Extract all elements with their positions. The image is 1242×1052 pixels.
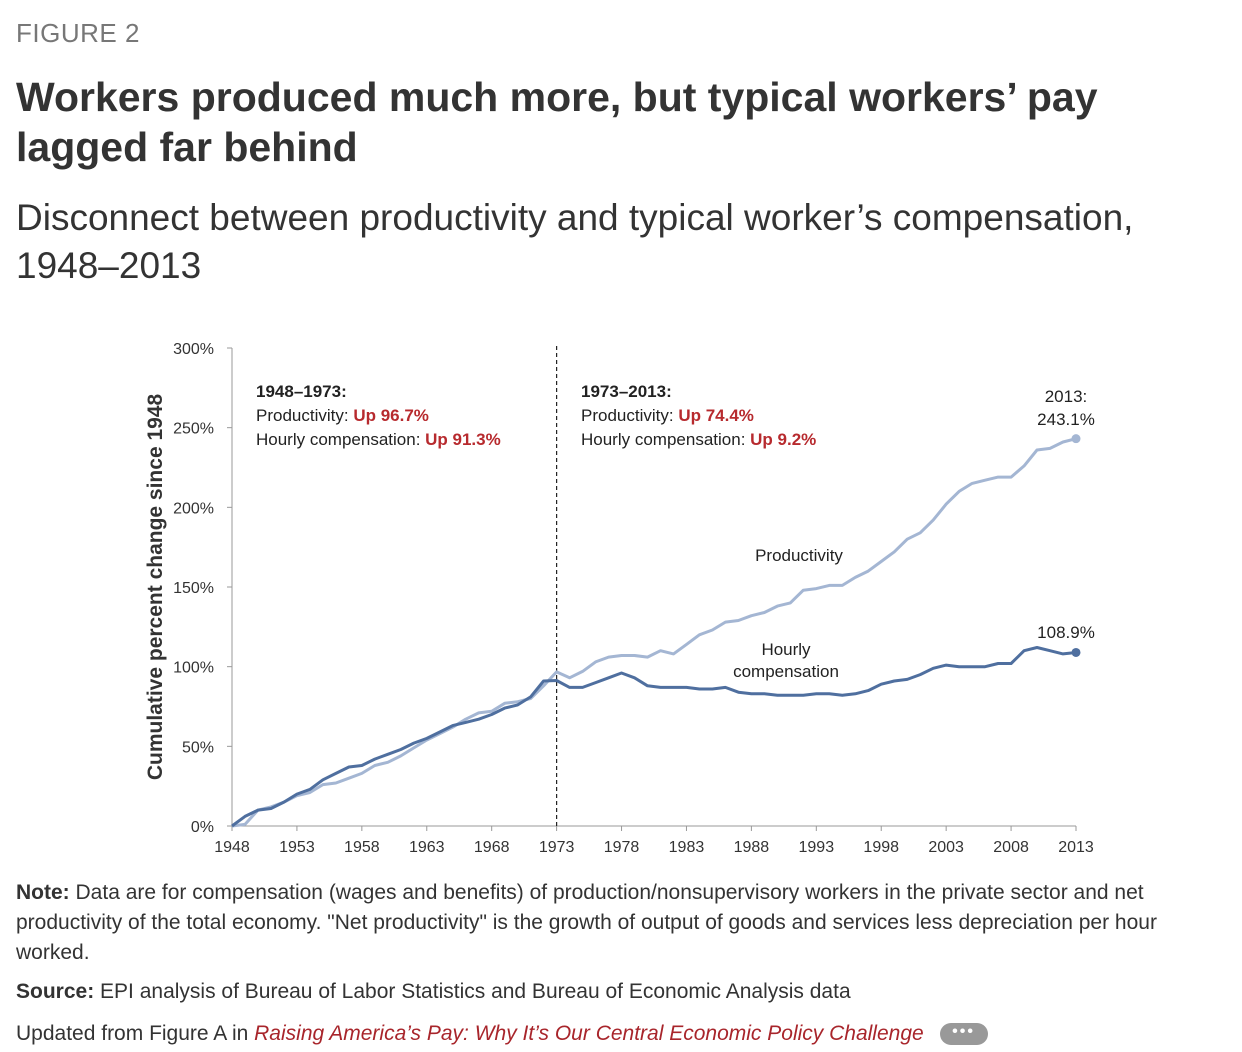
period-productivity: Productivity: Up 74.4% — [581, 406, 754, 425]
x-tick-label: 1983 — [669, 839, 705, 856]
compensation-series-label: compensation — [733, 662, 839, 681]
x-tick-label: 1988 — [734, 839, 770, 856]
compensation-series-label: Hourly — [761, 640, 811, 659]
period-productivity: Productivity: Up 96.7% — [256, 406, 429, 425]
compensation-end-label: 108.9% — [1037, 623, 1095, 642]
more-options-button[interactable]: ••• — [939, 1023, 988, 1046]
compensation-line — [231, 646, 1077, 828]
x-tick-label: 1978 — [604, 839, 640, 856]
note-text: Data are for compensation (wages and ben… — [16, 881, 1157, 964]
x-tick-label: 1958 — [344, 839, 380, 856]
note: Note: Data are for compensation (wages a… — [16, 878, 1231, 968]
period-productivity-value: Up 96.7% — [353, 406, 429, 425]
y-tick-label: 0% — [191, 819, 214, 836]
period-productivity-label: Productivity: — [256, 406, 353, 425]
page-title: Workers produced much more, but typical … — [16, 74, 1098, 170]
period-productivity-label: Productivity: — [581, 406, 678, 425]
period-compensation: Hourly compensation: Up 91.3% — [256, 430, 501, 449]
y-axis-label: Cumulative percent change since 1948 — [144, 394, 167, 781]
y-tick-label: 250% — [173, 421, 214, 438]
period-productivity-value: Up 74.4% — [678, 406, 754, 425]
y-tick-label: 300% — [173, 341, 214, 358]
productivity-end-label: 243.1% — [1037, 410, 1095, 429]
x-tick-label: 1993 — [799, 839, 835, 856]
y-tick-label: 100% — [173, 660, 214, 677]
y-tick-label: 150% — [173, 580, 214, 597]
x-tick-label: 2008 — [993, 839, 1029, 856]
period-heading: 1973–2013: — [581, 382, 672, 401]
productivity-end-point — [1071, 434, 1081, 444]
period-compensation-value: Up 91.3% — [425, 430, 501, 449]
source: Source: EPI analysis of Bureau of Labor … — [16, 980, 851, 1004]
x-tick-label: 1953 — [279, 839, 315, 856]
updated-line: Updated from Figure A in Raising America… — [16, 1022, 988, 1046]
source-label: Source: — [16, 980, 95, 1003]
chart-subtitle: Disconnect between productivity and typi… — [16, 197, 1134, 286]
productivity-series-label: Productivity — [755, 546, 843, 565]
compensation-end-point — [1071, 647, 1081, 657]
report-link[interactable]: Raising America’s Pay: Why It’s Our Cent… — [254, 1022, 924, 1045]
x-tick-label: 1973 — [539, 839, 575, 856]
source-text: EPI analysis of Bureau of Labor Statisti… — [100, 980, 851, 1003]
period-compensation-label: Hourly compensation: — [256, 430, 425, 449]
line-chart: 0% 50% 100% 150% 200% 250% 300% 1948 1953 1958 196… — [144, 341, 1095, 856]
x-tick-label: 1968 — [474, 839, 510, 856]
period-compensation-label: Hourly compensation: — [581, 430, 750, 449]
figure-label: FIGURE 2 — [16, 18, 140, 48]
note-label: Note: — [16, 881, 70, 904]
x-tick-label: 2003 — [928, 839, 964, 856]
productivity-end-label: 2013: — [1045, 387, 1088, 406]
y-tick-label: 50% — [182, 739, 214, 756]
y-tick-label: 200% — [173, 500, 214, 517]
x-tick-label: 1948 — [214, 839, 250, 856]
x-tick-label: 1998 — [863, 839, 899, 856]
updated-prefix: Updated from Figure A in — [16, 1022, 249, 1045]
productivity-line — [231, 437, 1077, 828]
period-compensation: Hourly compensation: Up 9.2% — [581, 430, 816, 449]
period-heading: 1948–1973: — [256, 382, 347, 401]
x-tick-label: 2013 — [1058, 839, 1094, 856]
period-compensation-value: Up 9.2% — [750, 430, 816, 449]
x-tick-label: 1963 — [409, 839, 445, 856]
